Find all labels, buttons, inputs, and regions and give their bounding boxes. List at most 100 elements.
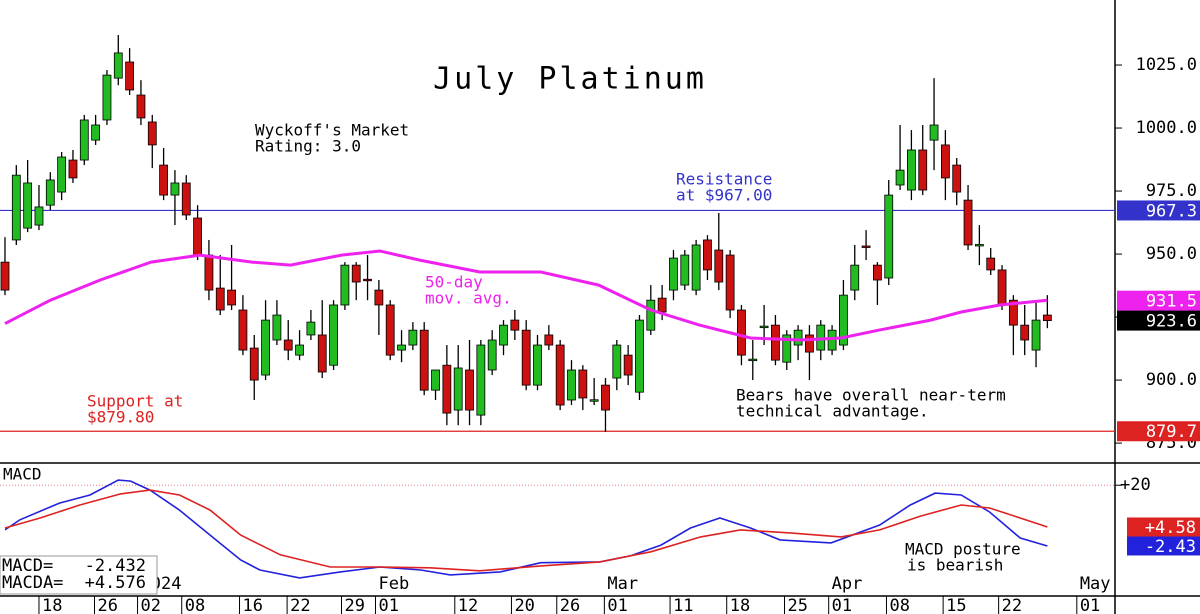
annotation: Wyckoff's Market xyxy=(255,121,409,140)
x-tick-label: 01 xyxy=(832,596,852,614)
annotation: technical advantage. xyxy=(736,402,929,421)
candle-body xyxy=(11,174,21,241)
candle-body xyxy=(159,164,169,196)
x-tick-label: 20 xyxy=(514,596,534,614)
y-tick-label: 950.0 xyxy=(1146,244,1197,264)
x-tick-label: 01 xyxy=(1080,596,1100,614)
y-tick-label: 1000.0 xyxy=(1136,118,1197,138)
candle-body xyxy=(567,369,576,401)
candle-body xyxy=(79,119,89,161)
level-box xyxy=(1117,310,1200,331)
level-label: 967.3 xyxy=(1146,201,1197,221)
candle-body xyxy=(578,369,588,399)
candle-body xyxy=(1020,324,1030,341)
x-tick-label: 08 xyxy=(185,596,205,614)
candle-body xyxy=(669,257,678,291)
chart-title: July Platinum xyxy=(433,62,707,97)
x-tick-label: 12 xyxy=(458,596,478,614)
candle-body xyxy=(691,244,701,291)
candle-body xyxy=(102,74,112,121)
candle-body xyxy=(963,199,973,246)
readout-box xyxy=(0,555,158,595)
candle-body xyxy=(827,329,837,351)
candle-body xyxy=(703,239,712,271)
level-box xyxy=(1117,421,1200,442)
macd-line xyxy=(4,489,1048,572)
candle-body xyxy=(759,325,769,329)
candle-body xyxy=(170,182,180,196)
candle-body xyxy=(873,264,882,281)
month-label: Apr xyxy=(832,574,863,594)
candle-body xyxy=(408,329,418,346)
candle-body xyxy=(782,334,792,363)
candle-body xyxy=(295,344,304,356)
level-label: 923.6 xyxy=(1146,312,1197,332)
candle-body xyxy=(385,304,395,356)
candle-body xyxy=(839,294,848,346)
candle-body xyxy=(136,94,146,119)
end-box xyxy=(1127,536,1200,556)
candle-body xyxy=(1008,299,1018,326)
candle-body xyxy=(544,334,554,346)
candle-body xyxy=(748,358,758,362)
candle-body xyxy=(884,194,894,279)
candle-body xyxy=(929,124,939,141)
candle-body xyxy=(589,399,599,402)
annotation: Resistance xyxy=(676,170,772,189)
annotation: $879.80 xyxy=(87,408,154,427)
candle-body xyxy=(23,182,33,229)
x-tick-label: 16 xyxy=(243,596,263,614)
candle-body xyxy=(283,339,293,351)
candle-body xyxy=(997,269,1007,306)
candle-body xyxy=(431,369,440,391)
candle-body xyxy=(45,179,55,206)
x-tick-label: 01 xyxy=(607,596,627,614)
y-tick-label: 1025.0 xyxy=(1136,55,1197,75)
end-label: -2.43 xyxy=(1145,537,1196,557)
x-tick-label: 08 xyxy=(889,596,909,614)
level-box xyxy=(1117,290,1200,311)
readout-name: MACD= xyxy=(2,556,53,576)
candle-body xyxy=(725,254,735,311)
annotation: Support at xyxy=(87,392,183,411)
candle-body xyxy=(442,364,452,414)
readout-name: MACDA= xyxy=(2,573,63,593)
x-tick-label: 11 xyxy=(673,596,693,614)
candle-body xyxy=(714,249,724,283)
candle-body xyxy=(317,334,327,373)
candle-body xyxy=(771,324,780,361)
candle-body xyxy=(906,149,916,191)
candle-body xyxy=(737,309,746,356)
end-label: +4.58 xyxy=(1145,518,1196,538)
macd-line xyxy=(4,479,1048,579)
moving-average xyxy=(4,249,1048,342)
candle-body xyxy=(34,206,44,226)
candle-body xyxy=(0,261,10,291)
x-tick-label: 18 xyxy=(730,596,750,614)
candle-body xyxy=(533,344,542,386)
annotation: is bearish xyxy=(907,556,1003,575)
candle-body xyxy=(499,324,508,346)
x-tick-label: 29 xyxy=(344,596,364,614)
annotation: 50-day xyxy=(425,273,483,292)
annotation: MACD posture xyxy=(905,540,1021,559)
candle-body xyxy=(261,319,270,376)
x-tick-label: 18 xyxy=(42,596,62,614)
x-tick-label: 02 xyxy=(141,596,161,614)
candle-body xyxy=(193,217,202,256)
candle-body xyxy=(487,339,497,371)
candle-body xyxy=(476,344,486,416)
candle-body xyxy=(68,159,78,179)
candle-body xyxy=(272,314,282,341)
candle-body xyxy=(986,257,996,271)
candle-body xyxy=(374,289,384,306)
x-tick-label: 22 xyxy=(1002,596,1022,614)
candle-body xyxy=(612,344,622,379)
candle-body xyxy=(453,367,463,411)
candle-body xyxy=(952,164,962,193)
x-tick-label: 26 xyxy=(560,596,580,614)
candle-body xyxy=(249,347,259,381)
annotation: at $967.00 xyxy=(676,186,772,205)
candle-body xyxy=(91,124,101,141)
